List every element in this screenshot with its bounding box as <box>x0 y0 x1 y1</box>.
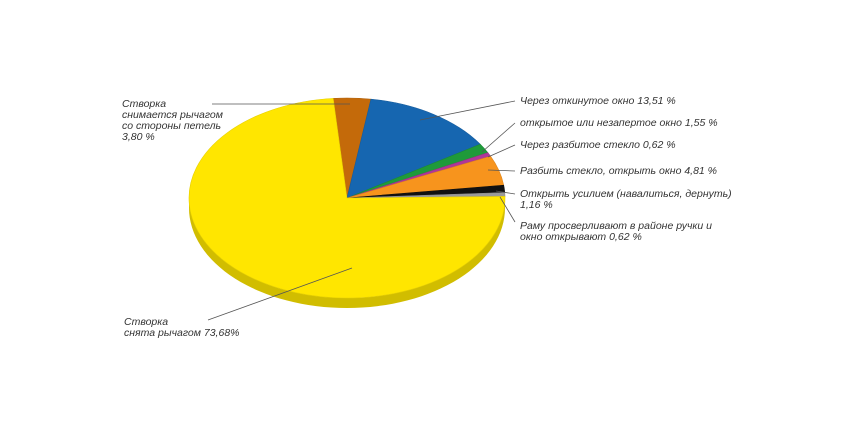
slice-label: Разбить стекло, открыть окно 4,81 % <box>520 165 717 177</box>
slice-label: Открыть усилием (навалиться, дернуть) 1,1… <box>520 188 732 211</box>
slice-label-line: снимается рычагом <box>122 109 223 121</box>
slice-label-line: Через откинутое окно 13,51 % <box>520 95 676 107</box>
slice-label-line: со стороны петель <box>122 120 221 132</box>
slice-label: Через откинутое окно 13,51 % <box>520 95 676 107</box>
pie-slice <box>346 98 481 199</box>
leader-line <box>499 196 516 223</box>
leader-line <box>207 267 353 321</box>
slice-label-line: Через разбитое стекло 0,62 % <box>520 139 676 151</box>
slice-label-line: Створка <box>124 316 168 328</box>
slice-label-line: Разбить стекло, открыть окно 4,81 % <box>520 165 717 177</box>
slice-label: Створка снята рычагом 73,68% <box>124 316 240 339</box>
leader-line <box>487 169 516 172</box>
slice-label: Через разбитое стекло 0,62 % <box>520 139 676 151</box>
slice-label: Раму просверливают в районе ручки и окно … <box>520 220 712 243</box>
leader-line <box>487 144 516 158</box>
leader-line <box>495 190 516 195</box>
slice-label: открытое или незапертое окно 1,55 % <box>520 117 718 129</box>
pie-slice <box>188 98 506 299</box>
slice-label-line: Створка <box>122 98 166 110</box>
slice-label-line: открытое или незапертое окно 1,55 % <box>520 117 718 129</box>
slice-label: Створка снимается рычагом со стороны петел… <box>122 98 223 143</box>
slice-label-line: окно открывают 0,62 % <box>520 231 642 243</box>
slice-label-line: 1,16 % <box>520 199 553 211</box>
slice-label-line: 3,80 % <box>122 131 155 143</box>
leader-line <box>481 122 516 153</box>
slice-label-line: Раму просверливают в районе ручки и <box>520 220 712 232</box>
slice-label-line: снята рычагом 73,68% <box>124 327 240 339</box>
slice-label-line: Открыть усилием (навалиться, дернуть) <box>520 188 732 200</box>
pie-slices <box>188 97 506 299</box>
leader-line <box>419 100 516 121</box>
pie-labels: Створка снимается рычагом со стороны петел… <box>122 95 732 339</box>
